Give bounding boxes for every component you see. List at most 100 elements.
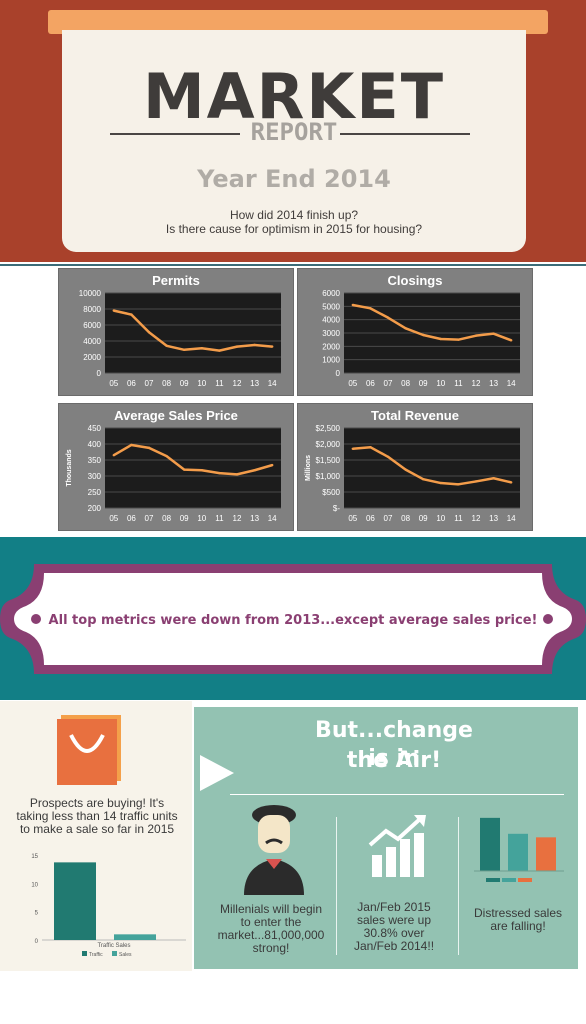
header-section: MARKET REPORT Year End 2014 How did 2014…: [0, 0, 586, 262]
data-point: [439, 481, 442, 485]
data-point: [369, 307, 372, 310]
distressed-bar: [536, 837, 556, 871]
data-point: [183, 468, 186, 471]
y-tick-label: $-: [333, 504, 340, 513]
y-tick-label: 6000: [322, 289, 340, 298]
x-tick-label: 12: [472, 514, 481, 523]
data-point: [218, 471, 221, 475]
bar-sales: [114, 934, 156, 940]
legend-swatch: [82, 951, 87, 956]
x-tick-label: 13: [250, 514, 259, 523]
plaque-dot-left: [31, 614, 41, 624]
data-point: [130, 313, 133, 316]
data-point: [439, 337, 442, 341]
x-tick-label: 12: [472, 379, 481, 388]
x-tick-label: 05: [109, 379, 118, 388]
banner-plaque: All top metrics were down from 2013...ex…: [0, 564, 586, 674]
millenial-person-icon: [244, 805, 304, 895]
x-tick-label: 10: [197, 379, 206, 388]
distressed-bar: [508, 833, 528, 871]
y-tick-label: 200: [88, 504, 102, 513]
x-tick-label: 12: [233, 379, 242, 388]
data-point: [474, 334, 478, 337]
revenue-chart: Total Revenue $- $500 $1,000 $1,500 $2,000 $2,…: [305, 408, 520, 523]
data-point: [130, 443, 133, 447]
y-tick-label: 10000: [79, 289, 102, 298]
x-tick-label: 08: [162, 379, 171, 388]
chart-title: Average Sales Price: [114, 408, 238, 423]
x-tick-label: 13: [489, 514, 498, 523]
page-title: MARKET: [142, 60, 446, 133]
chart-title: Total Revenue: [371, 408, 459, 423]
y-tick-label: 0: [35, 939, 39, 945]
x-tick-label: 05: [348, 379, 357, 388]
data-point: [386, 455, 390, 458]
x-tick-label: 07: [145, 514, 154, 523]
x-tick-label: 14: [268, 514, 277, 523]
y-tick-label: $2,000: [316, 440, 341, 449]
x-tick-label: 08: [401, 514, 410, 523]
data-point: [253, 343, 256, 347]
y-tick-label: 2000: [83, 353, 101, 362]
data-point: [253, 469, 256, 472]
data-point: [422, 478, 425, 481]
data-point: [112, 454, 115, 457]
plot-area: [344, 428, 520, 508]
x-tick-label: 06: [127, 379, 136, 388]
plot-area: [105, 428, 281, 508]
x-tick-label: 14: [268, 379, 277, 388]
legend-label: Sales: [119, 952, 132, 958]
y-tick-label: 1000: [322, 356, 340, 365]
y-tick-label: 400: [88, 440, 102, 449]
x-tick-label: 11: [215, 379, 224, 388]
plaque-inner: [14, 573, 572, 665]
x-tick-label: 09: [419, 514, 428, 523]
prospects-column: Prospects are buying! It's taking less t…: [0, 701, 192, 971]
question-line-2: Is there cause for optimism in 2015 for …: [165, 222, 423, 236]
x-tick-label: 14: [507, 379, 516, 388]
y-tick-label: 5: [35, 911, 39, 917]
data-point: [492, 477, 495, 480]
x-tick-label: 14: [507, 514, 516, 523]
data-point: [404, 468, 407, 471]
legend-swatch: [518, 878, 532, 882]
year-label: Year End 2014: [197, 165, 391, 193]
x-tick-label: 10: [436, 379, 445, 388]
x-tick-label: 06: [366, 379, 375, 388]
y-tick-label: 350: [88, 456, 102, 465]
banner-text: All top metrics were down from 2013...ex…: [49, 613, 538, 628]
data-point: [147, 446, 151, 450]
data-point: [474, 480, 478, 483]
data-point: [510, 481, 513, 484]
column-separator-2: [458, 817, 459, 955]
y-tick-label: 4000: [83, 337, 101, 346]
x-tick-label: 11: [454, 514, 463, 523]
x-tick-label: 07: [145, 379, 154, 388]
x-tick-label: 09: [419, 379, 428, 388]
y-tick-label: 450: [88, 424, 102, 433]
question-line-1: How did 2014 finish up?: [229, 208, 359, 222]
play-arrow-icon: [200, 755, 234, 791]
y-tick-label: 250: [88, 488, 102, 497]
legend-swatch: [112, 951, 117, 956]
data-point: [510, 339, 513, 342]
sales-growth-text: Jan/Feb 2015 sales were up 30.8% over Ja…: [353, 900, 435, 953]
y-axis-label: Millions: [305, 455, 312, 481]
data-point: [235, 345, 239, 348]
y-tick-label: 0: [97, 369, 102, 378]
x-tick-label: 06: [127, 514, 136, 523]
legend-swatch: [502, 878, 516, 882]
x-tick-label: 06: [366, 514, 375, 523]
change-column: But...change is in the Air! Millenials w…: [194, 707, 578, 969]
data-point: [351, 303, 354, 307]
data-point: [165, 344, 168, 347]
x-tick-label: 10: [436, 514, 445, 523]
series-line: [352, 445, 512, 486]
title-rule-left: [110, 133, 240, 135]
x-tick-label: 05: [348, 514, 357, 523]
x-tick-label: 07: [384, 514, 393, 523]
distressed-sales-chart: [474, 817, 564, 882]
y-axis-label: Thousands: [66, 449, 73, 486]
divider-line: [0, 264, 586, 266]
